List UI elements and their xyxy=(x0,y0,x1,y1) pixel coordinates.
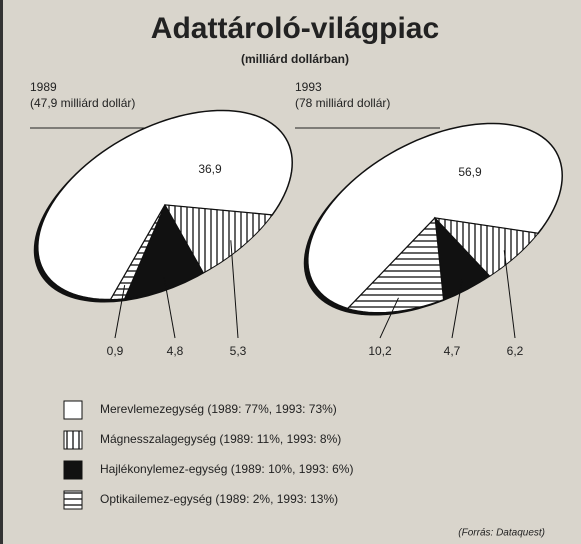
chart-subtitle: (milliárd dollárban) xyxy=(241,52,349,66)
pie-title: 1993 xyxy=(295,80,322,94)
value-label: 56,9 xyxy=(458,165,482,179)
pie-slice xyxy=(123,203,205,300)
value-label: 4,7 xyxy=(444,344,461,358)
leader-line xyxy=(451,278,463,339)
legend-swatch xyxy=(63,490,83,510)
legend-swatch xyxy=(63,460,83,480)
pie-subtitle: (47,9 milliárd dollár) xyxy=(30,96,135,110)
value-label: 10,2 xyxy=(368,344,392,358)
pie-title: 1989 xyxy=(30,80,57,94)
legend-swatch xyxy=(63,430,83,450)
legend-label: Hajlékonylemez-egység (1989: 10%, 1993: … xyxy=(100,462,353,476)
pie-slice xyxy=(434,216,491,301)
leader-line xyxy=(114,285,126,339)
source: (Forrás: Dataquest) xyxy=(458,528,545,539)
leader-line xyxy=(503,250,516,339)
pie-slice xyxy=(307,122,563,310)
value-label: 36,9 xyxy=(198,162,222,176)
pie-slice xyxy=(433,217,540,277)
pie-slice xyxy=(109,204,166,301)
legend-label: Merevlemezegység (1989: 77%, 1993: 73%) xyxy=(100,402,337,416)
value-label: 4,8 xyxy=(167,344,184,358)
value-label: 6,2 xyxy=(507,344,524,358)
legend-swatch xyxy=(63,400,83,420)
leader-line xyxy=(230,240,239,339)
pie-subtitle: (78 milliárd dollár) xyxy=(295,96,390,110)
legend-label: Mágnesszalagegység (1989: 11%, 1993: 8%) xyxy=(100,432,341,446)
leader-line xyxy=(163,277,176,339)
page-edge xyxy=(0,0,3,544)
legend-label: Optikailemez-egység (1989: 2%, 1993: 13%… xyxy=(100,492,338,506)
pie-slice xyxy=(164,204,274,274)
chart-title: Adattároló-világpiac xyxy=(151,12,439,45)
leader-line xyxy=(379,297,399,339)
value-label: 5,3 xyxy=(230,344,247,358)
value-label: 0,9 xyxy=(107,344,124,358)
